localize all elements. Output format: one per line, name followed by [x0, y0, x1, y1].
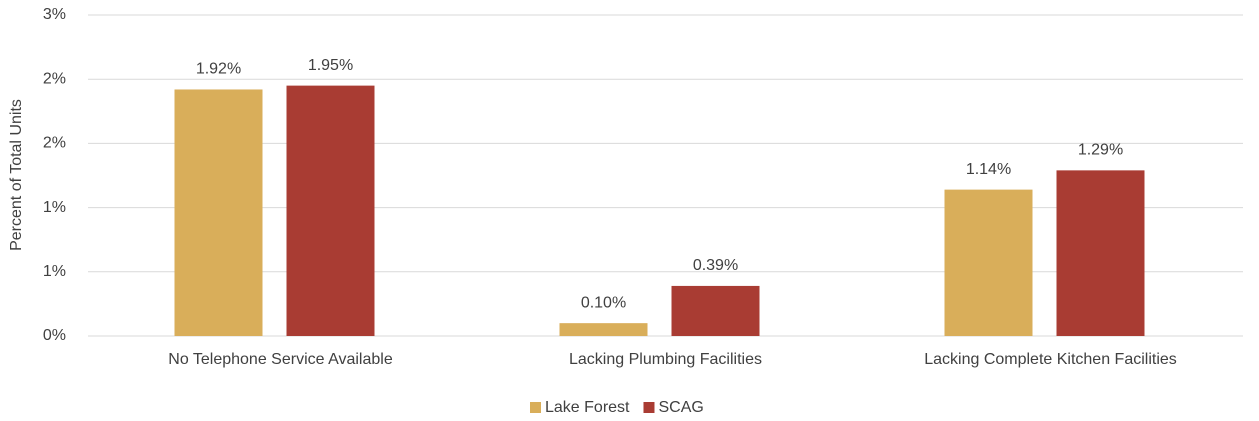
value-label: 1.95% [308, 57, 353, 74]
bar [174, 89, 263, 336]
y-tick-label: 2% [43, 70, 66, 87]
value-label: 0.10% [581, 294, 626, 311]
x-tick-label: Lacking Plumbing Facilities [569, 351, 762, 368]
bar [944, 189, 1033, 336]
y-tick-label: 1% [43, 263, 66, 280]
bar [559, 323, 648, 336]
bar [286, 85, 375, 337]
legend-label: Lake Forest [545, 399, 630, 416]
value-label: 1.14% [966, 161, 1011, 178]
bar [1056, 170, 1145, 336]
y-tick-label: 2% [43, 135, 66, 152]
y-tick-label: 1% [43, 199, 66, 216]
legend-swatch [530, 402, 541, 413]
y-tick-label: 0% [43, 327, 66, 344]
legend-swatch [643, 402, 655, 413]
value-label: 1.29% [1078, 142, 1123, 159]
bar [671, 285, 760, 336]
x-tick-label: Lacking Complete Kitchen Facilities [924, 351, 1177, 368]
y-tick-label: 3% [43, 6, 66, 23]
legend-label: SCAG [658, 399, 703, 416]
value-label: 0.39% [693, 257, 738, 274]
x-tick-label: No Telephone Service Available [168, 351, 393, 368]
y-axis-label: Percent of Total Units [8, 99, 25, 251]
value-label: 1.92% [196, 61, 241, 78]
